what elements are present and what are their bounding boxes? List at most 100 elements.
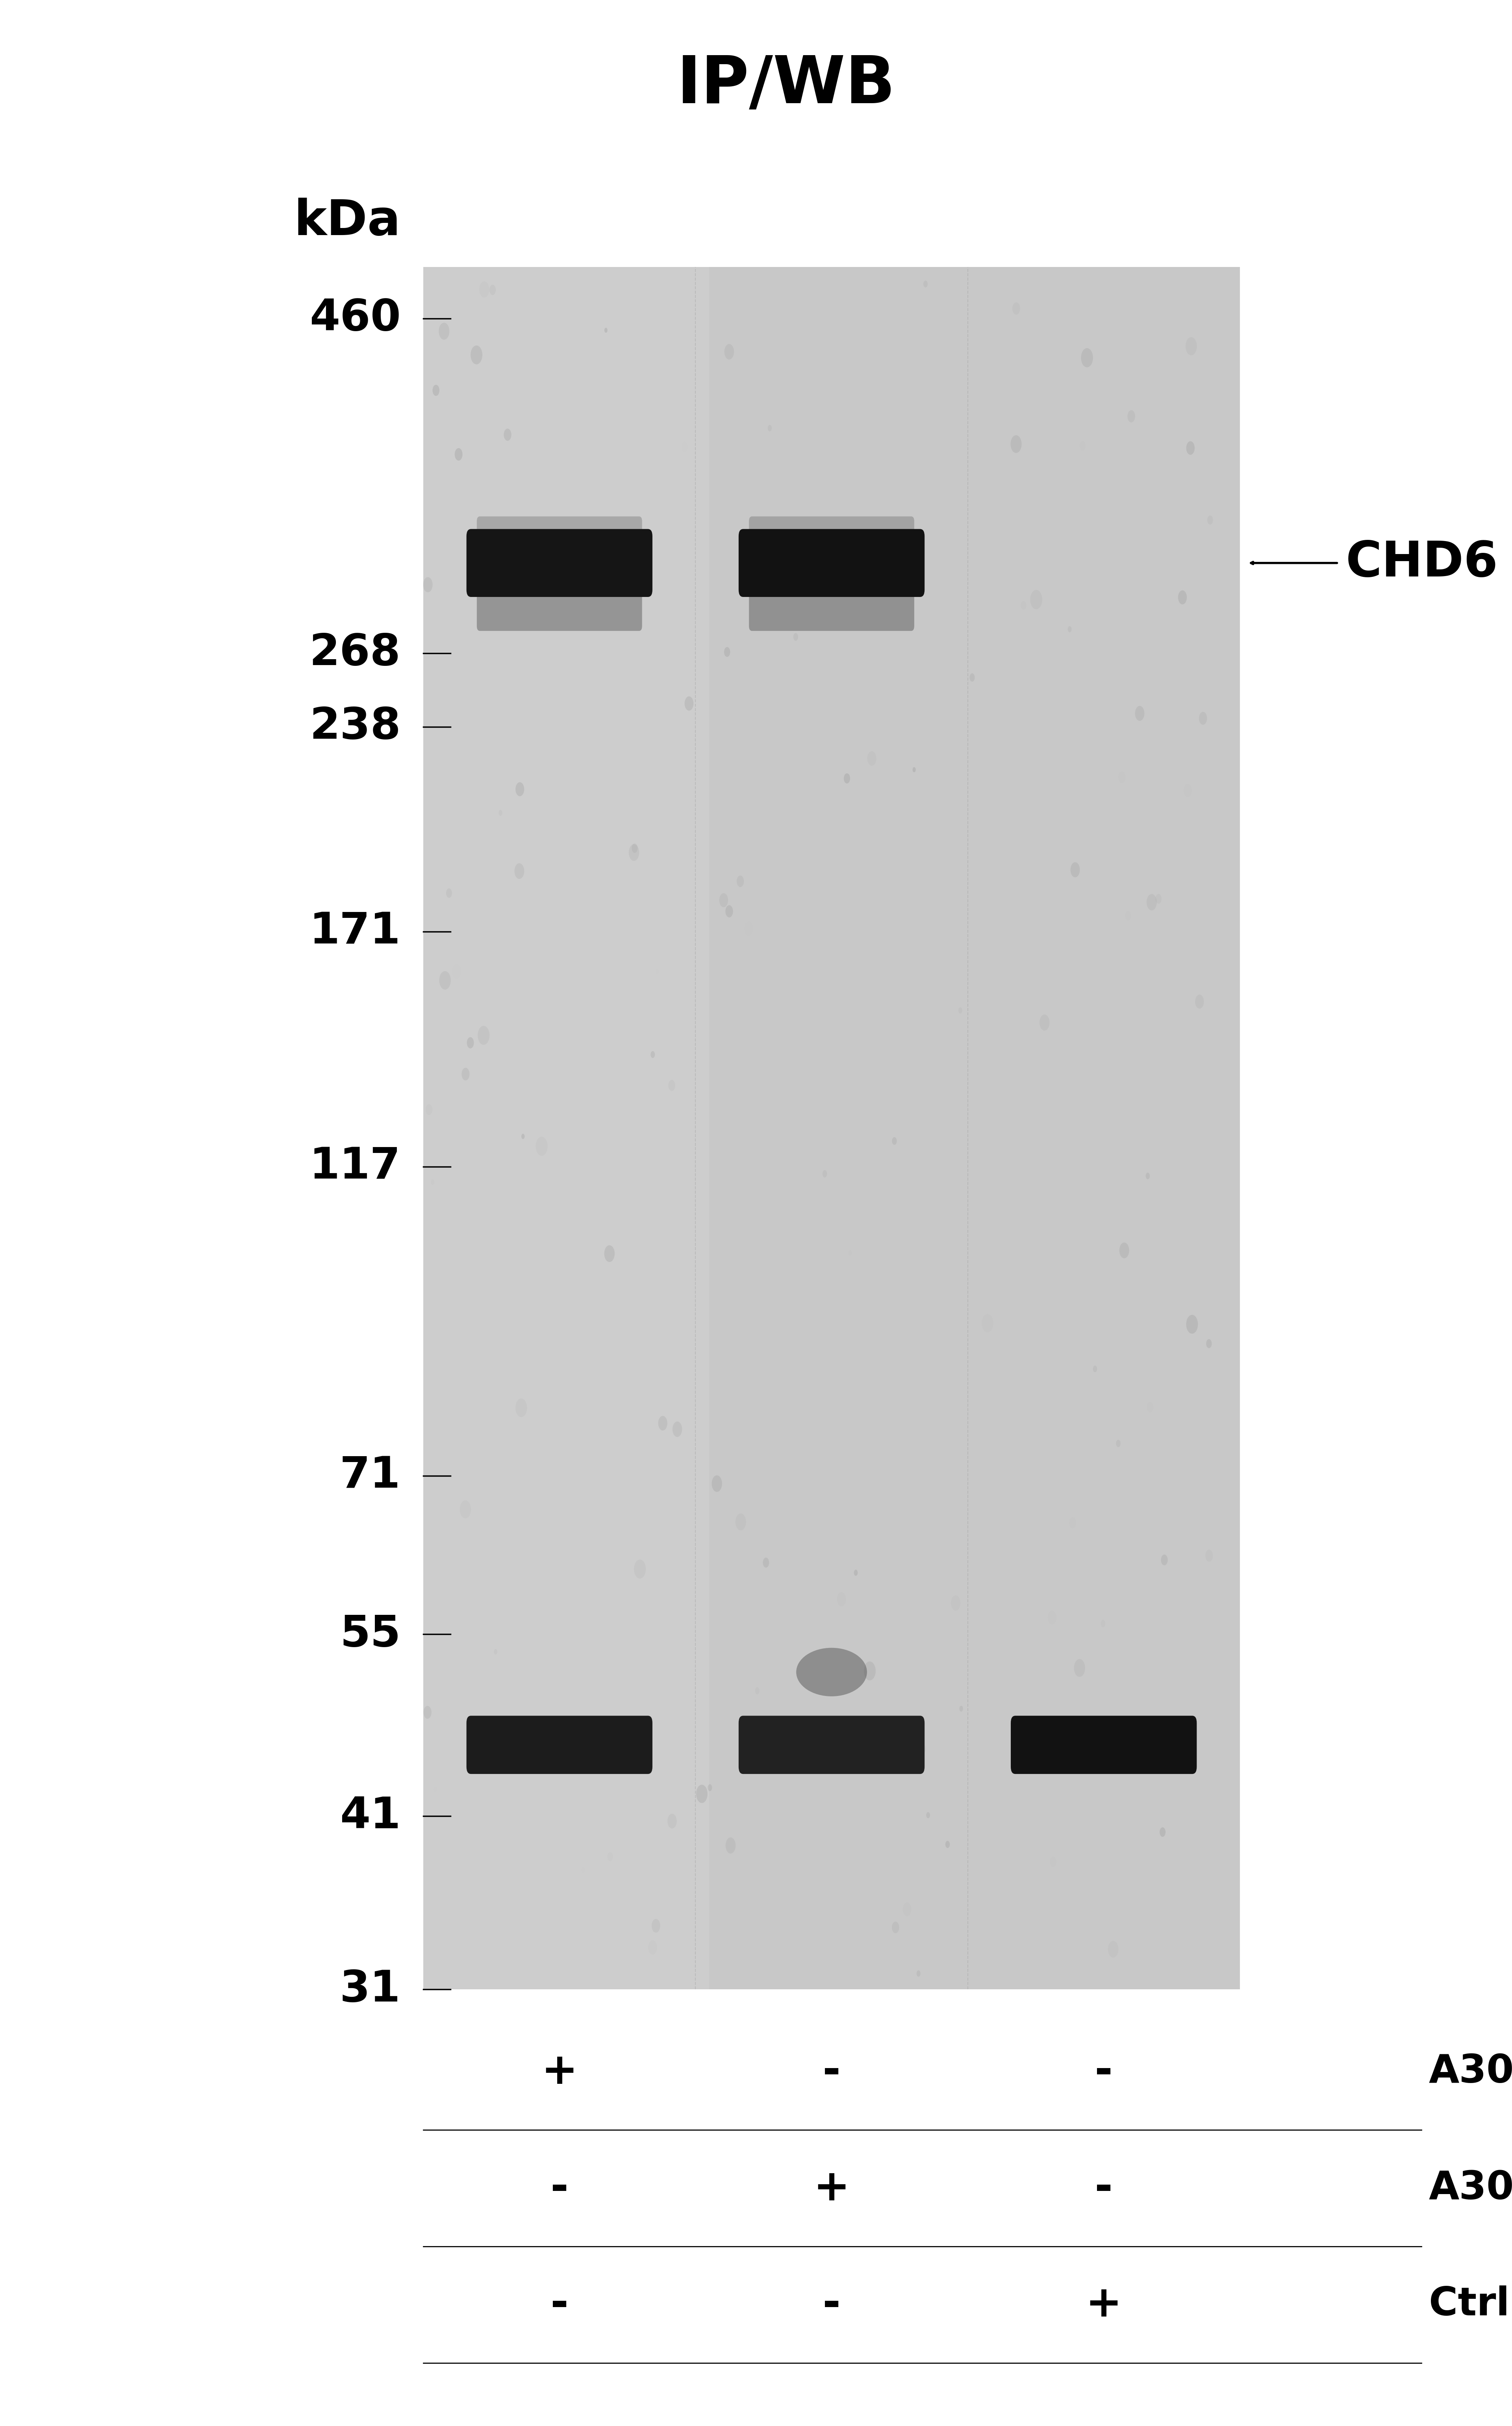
Circle shape (1119, 1242, 1129, 1259)
Circle shape (921, 1744, 925, 1754)
Text: -: - (823, 2050, 841, 2094)
Circle shape (1010, 434, 1022, 454)
Text: 41: 41 (340, 1795, 401, 1836)
Circle shape (535, 1138, 547, 1155)
Circle shape (460, 1499, 472, 1519)
Circle shape (863, 1662, 875, 1681)
Circle shape (754, 1686, 759, 1693)
Circle shape (696, 1786, 708, 1803)
Circle shape (605, 328, 608, 332)
FancyBboxPatch shape (739, 529, 925, 597)
Circle shape (1161, 1555, 1167, 1565)
Circle shape (794, 633, 798, 640)
Circle shape (913, 767, 916, 771)
Text: CHD6: CHD6 (1346, 539, 1498, 587)
Circle shape (823, 1169, 827, 1177)
Text: 460: 460 (310, 298, 401, 340)
FancyBboxPatch shape (466, 1715, 653, 1773)
Circle shape (438, 323, 449, 340)
Circle shape (432, 386, 440, 395)
FancyBboxPatch shape (748, 517, 915, 558)
Text: IP/WB: IP/WB (677, 53, 895, 116)
Text: 117: 117 (310, 1145, 401, 1189)
Text: 268: 268 (310, 633, 401, 674)
Circle shape (423, 1705, 431, 1718)
Circle shape (708, 1783, 712, 1790)
Circle shape (426, 1104, 432, 1116)
FancyBboxPatch shape (476, 590, 643, 631)
Circle shape (522, 1133, 525, 1140)
Circle shape (423, 577, 432, 592)
Text: 31: 31 (340, 1967, 401, 2011)
Circle shape (1136, 706, 1145, 721)
Circle shape (969, 674, 975, 682)
Circle shape (1081, 347, 1093, 366)
Circle shape (1185, 337, 1198, 354)
Circle shape (1199, 711, 1207, 725)
Circle shape (1187, 1315, 1198, 1334)
Circle shape (629, 844, 640, 861)
Text: 171: 171 (310, 910, 401, 953)
Circle shape (724, 648, 730, 657)
Circle shape (1116, 1439, 1120, 1446)
Circle shape (924, 281, 928, 286)
Circle shape (605, 1245, 615, 1262)
Circle shape (667, 1815, 677, 1829)
Text: -: - (1095, 2050, 1113, 2094)
Circle shape (712, 1475, 723, 1492)
Circle shape (490, 284, 496, 296)
Ellipse shape (797, 1647, 866, 1696)
Circle shape (1030, 590, 1042, 609)
Circle shape (735, 1514, 745, 1531)
Circle shape (632, 844, 638, 854)
Circle shape (1067, 626, 1072, 633)
Circle shape (945, 1841, 950, 1849)
Circle shape (650, 1050, 655, 1058)
Circle shape (1070, 861, 1080, 878)
Circle shape (768, 425, 771, 432)
Circle shape (652, 1919, 661, 1934)
Text: A301-221A-2: A301-221A-2 (1429, 2169, 1512, 2208)
Circle shape (951, 1596, 960, 1611)
Circle shape (1013, 303, 1021, 315)
Circle shape (854, 1570, 857, 1577)
Circle shape (1160, 1827, 1166, 1836)
Text: Ctrl IgG: Ctrl IgG (1429, 2285, 1512, 2324)
Circle shape (470, 344, 482, 364)
Text: -: - (550, 2166, 569, 2210)
Circle shape (720, 893, 729, 907)
Circle shape (499, 810, 502, 815)
Circle shape (685, 696, 694, 711)
Circle shape (959, 1007, 962, 1014)
Circle shape (1108, 1941, 1119, 1958)
Text: +: + (541, 2050, 578, 2094)
Circle shape (1093, 1366, 1098, 1373)
Circle shape (1194, 995, 1204, 1009)
Circle shape (514, 864, 525, 878)
Circle shape (446, 888, 452, 898)
Circle shape (736, 876, 744, 888)
Text: +: + (813, 2166, 850, 2210)
Circle shape (764, 1557, 770, 1567)
Circle shape (549, 1718, 552, 1722)
Text: 71: 71 (340, 1456, 401, 1497)
Circle shape (844, 774, 850, 784)
FancyBboxPatch shape (1010, 1715, 1198, 1773)
Circle shape (668, 1080, 676, 1092)
Text: 238: 238 (310, 706, 401, 747)
Circle shape (658, 1417, 667, 1431)
Text: -: - (550, 2283, 569, 2327)
Circle shape (673, 1422, 682, 1436)
Circle shape (1205, 1550, 1213, 1562)
Circle shape (726, 1836, 736, 1853)
Circle shape (724, 344, 733, 359)
Circle shape (1074, 1659, 1086, 1676)
Circle shape (1040, 1014, 1049, 1031)
Circle shape (467, 1038, 473, 1048)
Circle shape (927, 1812, 930, 1817)
Circle shape (478, 1026, 490, 1046)
Text: +: + (1086, 2283, 1122, 2327)
Circle shape (455, 449, 463, 461)
Circle shape (916, 1970, 921, 1977)
Circle shape (1207, 1339, 1211, 1349)
